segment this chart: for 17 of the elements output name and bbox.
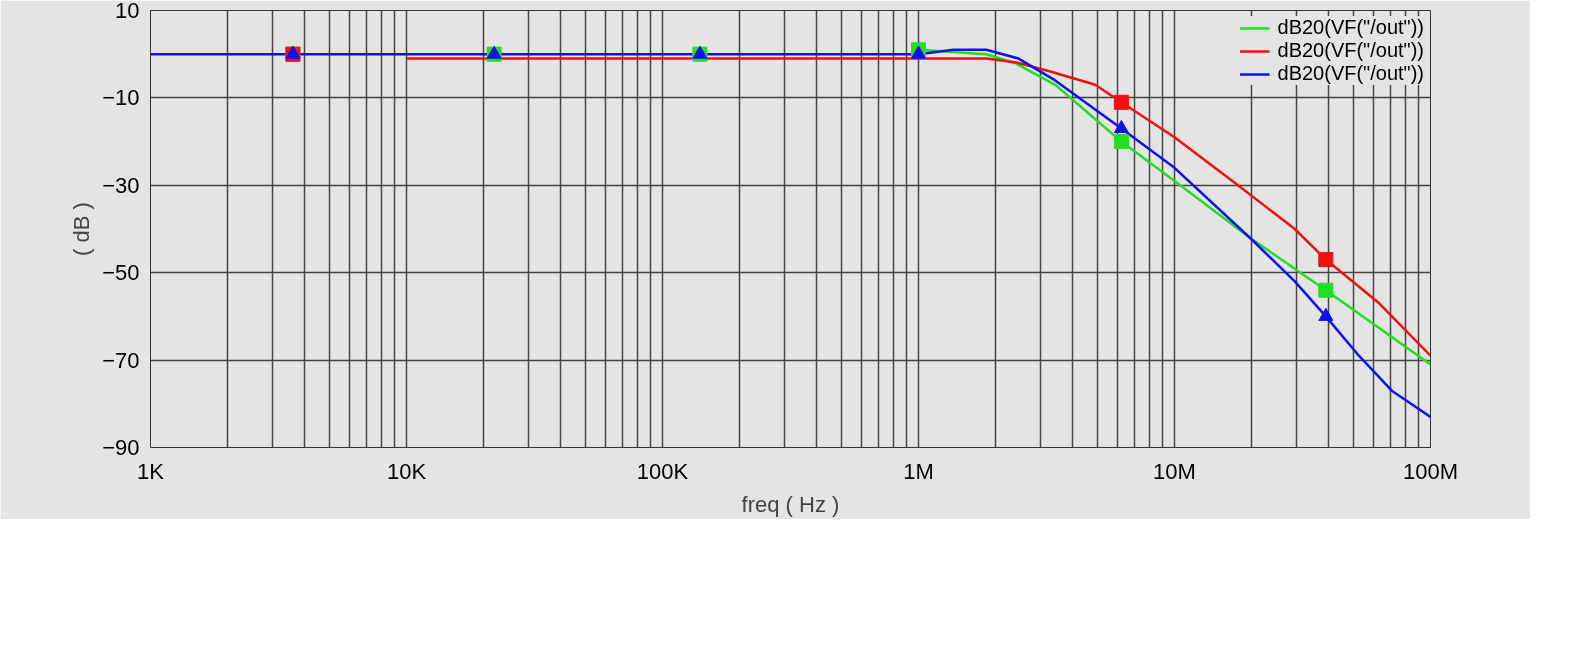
x-tick-label: 1M — [903, 458, 934, 484]
y-tick-label: −30 — [102, 172, 140, 198]
y-tick-label: −90 — [102, 435, 140, 460]
y-tick-label: −70 — [102, 347, 140, 373]
x-tick-label: 10M — [1153, 458, 1196, 484]
legend-label: dB20(VF("/out")) — [1277, 16, 1424, 39]
legend-label: dB20(VF("/out")) — [1277, 39, 1424, 62]
y-tick-label: 10 — [115, 0, 140, 23]
legend-label: dB20(VF("/out")) — [1277, 62, 1424, 85]
x-axis-title: freq ( Hz ) — [741, 491, 840, 517]
y-axis-title: ( dB ) — [69, 202, 95, 256]
x-tick-label: 100M — [1402, 458, 1459, 484]
y-tick-label: −50 — [102, 260, 140, 286]
x-tick-label: 1K — [137, 458, 165, 484]
x-tick-label: 10K — [386, 458, 427, 484]
x-tick-label: 100K — [636, 458, 689, 484]
y-tick-label: −10 — [102, 85, 140, 111]
